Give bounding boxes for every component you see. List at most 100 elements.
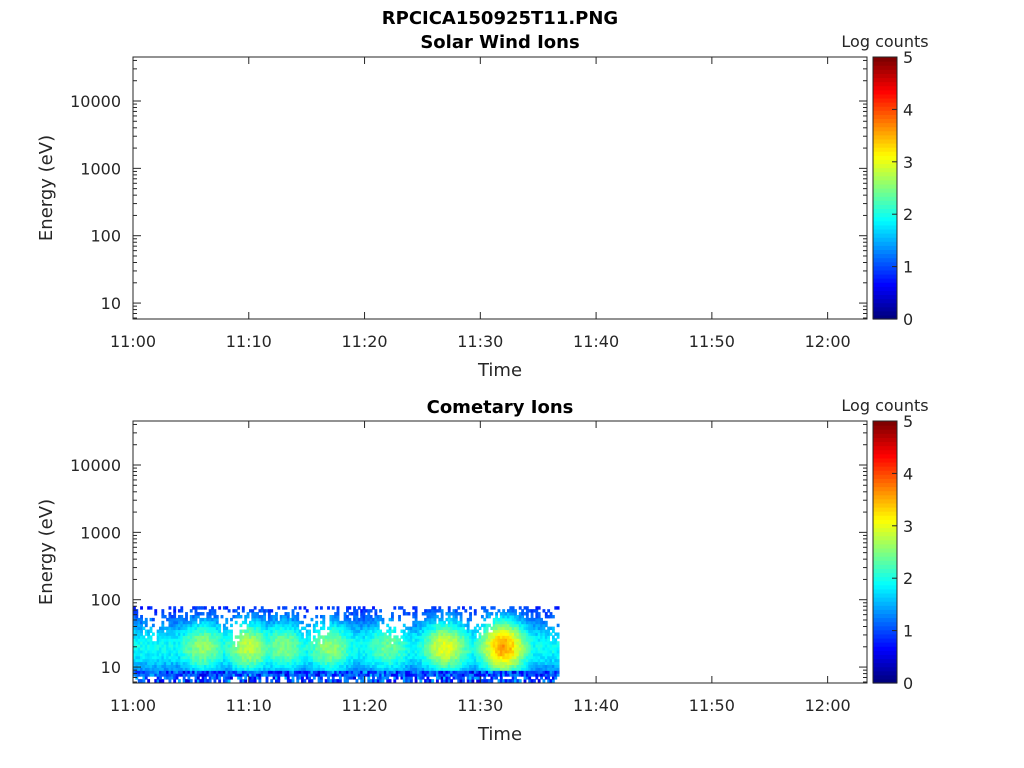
colorbar-segment (873, 637, 897, 643)
heatmap-cell (549, 658, 553, 663)
heatmap-cell (433, 652, 437, 657)
heatmap-cell (305, 638, 309, 642)
heatmap-cell (305, 649, 309, 654)
heatmap-cell (471, 652, 475, 657)
heatmap-cell (483, 676, 487, 680)
heatmap-cell (506, 612, 510, 616)
heatmap-cell (469, 661, 472, 666)
heatmap-cell (547, 641, 551, 645)
heatmap-cell (504, 649, 508, 654)
heatmap-cell (317, 638, 321, 642)
heatmap-cell (137, 632, 141, 636)
heatmap-cell (177, 641, 181, 645)
heatmap-cell (357, 667, 361, 671)
heatmap-cell (369, 670, 373, 674)
colorbar-segment (873, 249, 897, 255)
heatmap-cell (135, 655, 139, 660)
heatmap-cell (303, 661, 307, 666)
heatmap-cell (182, 673, 186, 677)
heatmap-cell (230, 670, 233, 674)
heatmap-cell (232, 667, 236, 671)
heatmap-cell (298, 620, 302, 625)
heatmap-cell (215, 623, 219, 628)
heatmap-cell (248, 655, 252, 660)
heatmap-cell (177, 647, 181, 651)
heatmap-cell (497, 658, 501, 663)
heatmap-cell (133, 661, 136, 666)
heatmap-cell (438, 641, 442, 645)
heatmap-cell (360, 652, 364, 657)
heatmap-cell (502, 609, 506, 613)
heatmap-cell (509, 673, 513, 677)
heatmap-cell (386, 658, 390, 663)
heatmap-cell (284, 676, 288, 680)
heatmap-cell (353, 614, 356, 619)
heatmap-cell (438, 626, 442, 631)
heatmap-cell (478, 635, 482, 639)
heatmap-cell (492, 635, 496, 639)
heatmap-cell (289, 673, 293, 677)
heatmap-cell (189, 649, 193, 654)
heatmap-cell (291, 667, 295, 671)
heatmap-cell (483, 667, 487, 671)
heatmap-cell (293, 667, 297, 671)
heatmap-cell (360, 661, 364, 666)
heatmap-cell (331, 635, 335, 639)
heatmap-cell (267, 667, 271, 671)
heatmap-cell (540, 638, 543, 642)
heatmap-cell (206, 626, 210, 631)
heatmap-cell (140, 649, 143, 654)
heatmap-cell (154, 609, 158, 613)
heatmap-cell (355, 620, 359, 625)
heatmap-cell (329, 617, 333, 622)
heatmap-cell (499, 638, 503, 642)
heatmap-cell (256, 673, 259, 677)
heatmap-cell (180, 617, 184, 622)
heatmap-cell (142, 620, 146, 625)
heatmap-cell (334, 623, 338, 628)
heatmap-cell (478, 649, 482, 654)
heatmap-cell (343, 617, 347, 622)
heatmap-cell (137, 655, 141, 660)
colorbar-segment (873, 69, 897, 74)
heatmap-cell (343, 652, 347, 657)
heatmap-cell (454, 647, 458, 651)
heatmap-cell (317, 661, 321, 666)
heatmap-cell (379, 667, 383, 671)
heatmap-cell (251, 670, 255, 674)
heatmap-cell (305, 661, 309, 666)
heatmap-cell (409, 647, 413, 651)
heatmap-cell (438, 670, 442, 674)
heatmap-cell (272, 658, 276, 663)
heatmap-cell (248, 626, 252, 631)
heatmap-cell (151, 658, 155, 663)
heatmap-cell (260, 609, 264, 613)
heatmap-cell (175, 676, 179, 680)
heatmap-cell (402, 658, 406, 663)
heatmap-cell (523, 667, 527, 671)
heatmap-cell (464, 673, 468, 677)
heatmap-cell (343, 661, 347, 666)
heatmap-cell (222, 679, 226, 683)
heatmap-cell (166, 655, 170, 660)
heatmap-cell (270, 644, 274, 648)
heatmap-cell (303, 664, 307, 668)
heatmap-cell (140, 617, 143, 622)
heatmap-cell (457, 667, 461, 671)
heatmap-cell (450, 652, 454, 657)
heatmap-cell (499, 644, 503, 648)
x-tick-label: 12:00 (805, 332, 851, 351)
heatmap-cell (530, 623, 534, 628)
heatmap-cell (511, 606, 515, 610)
heatmap-cell (414, 676, 418, 680)
heatmap-cell (554, 652, 558, 657)
heatmap-cell (168, 612, 172, 616)
heatmap-cell (289, 632, 293, 636)
heatmap-cell (379, 644, 383, 648)
heatmap-cell (462, 679, 465, 683)
heatmap-cell (277, 620, 281, 625)
heatmap-cell (315, 623, 319, 628)
heatmap-cell (435, 676, 439, 680)
heatmap-cell (341, 635, 345, 639)
heatmap-cell (348, 664, 352, 668)
